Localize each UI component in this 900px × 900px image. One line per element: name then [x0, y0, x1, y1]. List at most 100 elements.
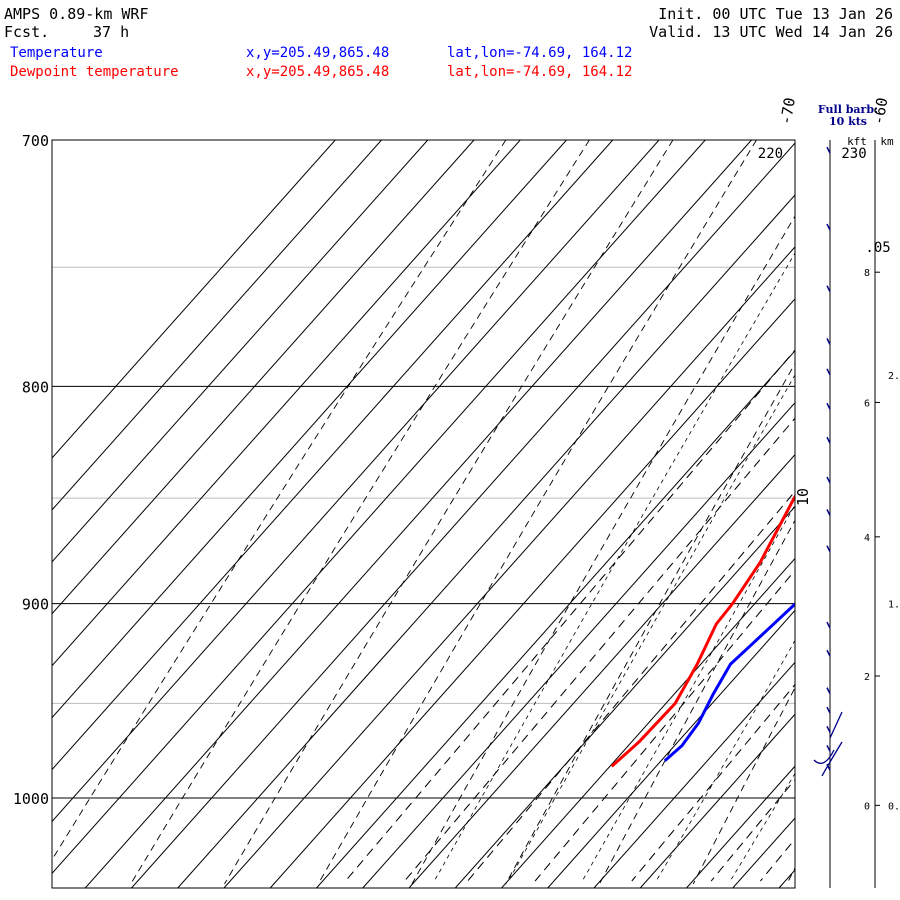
mixing-ratio-labels: .05.1.2.412346 [865, 240, 890, 256]
km-axis-label: km [880, 135, 894, 148]
isotherm--105 [52, 140, 475, 615]
isotherm--110 [52, 140, 429, 563]
isotherm--80 [52, 140, 706, 875]
moist-adiabat-5 [805, 114, 900, 880]
pressure-label-900: 900 [22, 596, 49, 614]
pressure-grid [52, 139, 795, 799]
dry-adiabat-190 [52, 140, 507, 861]
isotherm--65 [177, 194, 795, 888]
wind-barb-5 [826, 402, 831, 410]
thermo-lines [52, 114, 900, 888]
kft-tick-label-8: 8 [864, 268, 870, 279]
isotherm--90 [52, 140, 614, 771]
legend-dewpoint-name: Dewpoint temperature [10, 64, 179, 80]
isotherm--40 [408, 453, 795, 888]
wind-barb-4 [826, 368, 831, 376]
kft-tick-label-4: 4 [864, 533, 870, 544]
isotherm--60 [223, 246, 795, 888]
dry-adiabat-210 [224, 140, 674, 885]
mixing-ratio-line-1 [404, 417, 795, 882]
barb-key-line2: 10 kts [829, 115, 867, 128]
mixing-ratio-line-2 [467, 490, 795, 882]
wind-barb-3 [826, 338, 831, 345]
wind-barb-1 [826, 223, 831, 231]
wind-barb-14 [826, 725, 831, 733]
wind-barb-6 [826, 436, 831, 444]
isotherm-label--60: -60 [869, 96, 891, 126]
isotherm--70 [131, 142, 795, 888]
isotherm--20 [593, 661, 795, 888]
plot-frame [51, 139, 796, 889]
pressure-label-800: 800 [22, 378, 49, 396]
isotherm--35 [454, 505, 795, 888]
isotherm--100 [52, 140, 521, 667]
km-tick-label-2: 0. [888, 801, 900, 812]
pressure-label-1000: 1000 [13, 790, 49, 808]
forecast-hours: 37 h [93, 23, 129, 41]
wind-barb-12 [826, 687, 831, 694]
dewpoint-profile [610, 494, 795, 768]
pressure-label-700: 700 [22, 132, 49, 150]
legend-temperature-latlon: lat,lon=-74.69, 164.12 [447, 45, 632, 61]
legend-dewpoint-latlon: lat,lon=-74.69, 164.12 [447, 64, 632, 80]
wind-column: 10 [794, 140, 843, 888]
moist-adiabat-2 [582, 504, 795, 880]
isotherm--75 [84, 140, 752, 888]
wind-barb-15 [826, 744, 831, 752]
height-axis: 8 6 4 2 0 2. 1. 0. [864, 140, 900, 888]
kft-tick-label-0: 0 [864, 801, 870, 812]
isotherm--55 [269, 298, 795, 888]
barb-key-line1: Full barb: [818, 103, 878, 116]
dry-adiabat-label-230: 230 [841, 146, 866, 162]
isotherm--15 [639, 713, 795, 888]
kft-tick-label-6: 6 [864, 398, 870, 409]
isotherm--115 [52, 140, 382, 511]
isotherm-labels: -70-60-50-40-30-20-100 [777, 96, 892, 126]
legend-dewpoint-xy: x,y=205.49,865.48 [246, 64, 389, 80]
wind-barb-7 [826, 476, 831, 484]
profiles [610, 494, 795, 768]
model-title: AMPS 0.89-km WRF [4, 5, 149, 23]
isotherm--120 [52, 140, 336, 459]
isotherm--25 [547, 609, 795, 888]
wind-barb-11 [826, 649, 831, 657]
forecast-label: Fcst. [4, 23, 49, 41]
wind-barb-8 [826, 509, 831, 516]
isotherm--30 [501, 557, 795, 888]
km-tick-label-0: 2. [888, 371, 900, 382]
dry-adiabat-200 [130, 140, 590, 885]
mixing-ratio-line-5 [710, 778, 795, 882]
isotherm--50 [316, 350, 795, 888]
valid-time: Valid. 13 UTC Wed 14 Jan 26 [649, 23, 893, 41]
wind-barb-0 [826, 146, 831, 154]
wind-barbs-surface [813, 711, 843, 777]
moist-adiabat-3 [656, 639, 795, 880]
moist-adiabat-6 [879, 114, 900, 880]
mixing-ratio-line-0 [345, 349, 795, 882]
dry-adiabat-220 [317, 140, 757, 885]
moist-adiabat-1 [508, 374, 795, 880]
wind-barb-10 [826, 621, 831, 629]
dry-adiabat-240 [505, 362, 795, 885]
isotherm--85 [52, 140, 660, 823]
mixing-ratio-label-0: .05 [865, 240, 890, 256]
mixing-ratio-line-4 [631, 683, 795, 882]
dry-adiabat-labels: 220230240250260270280290300 [758, 146, 867, 162]
wind-barb-2 [826, 285, 831, 293]
dry-adiabat-250 [599, 519, 795, 885]
pressure-tick-labels: 700 800 900 1000 [13, 132, 49, 808]
kft-axis-label: kft [847, 135, 867, 148]
wind-barb-9 [826, 545, 831, 552]
dry-adiabat-label-220: 220 [758, 146, 783, 162]
wind-speed-label: 10 [794, 488, 812, 506]
legend-temperature-xy: x,y=205.49,865.48 [246, 45, 389, 61]
init-time: Init. 00 UTC Tue 13 Jan 26 [658, 5, 893, 23]
isotherm--95 [52, 140, 567, 719]
isotherm-label--70: -70 [777, 96, 799, 126]
km-tick-label-1: 1. [888, 600, 900, 611]
mixing-ratio-line-7 [797, 265, 900, 881]
isotherm--45 [362, 401, 795, 888]
wind-barb-13 [826, 706, 831, 714]
kft-tick-label-2: 2 [864, 672, 870, 683]
